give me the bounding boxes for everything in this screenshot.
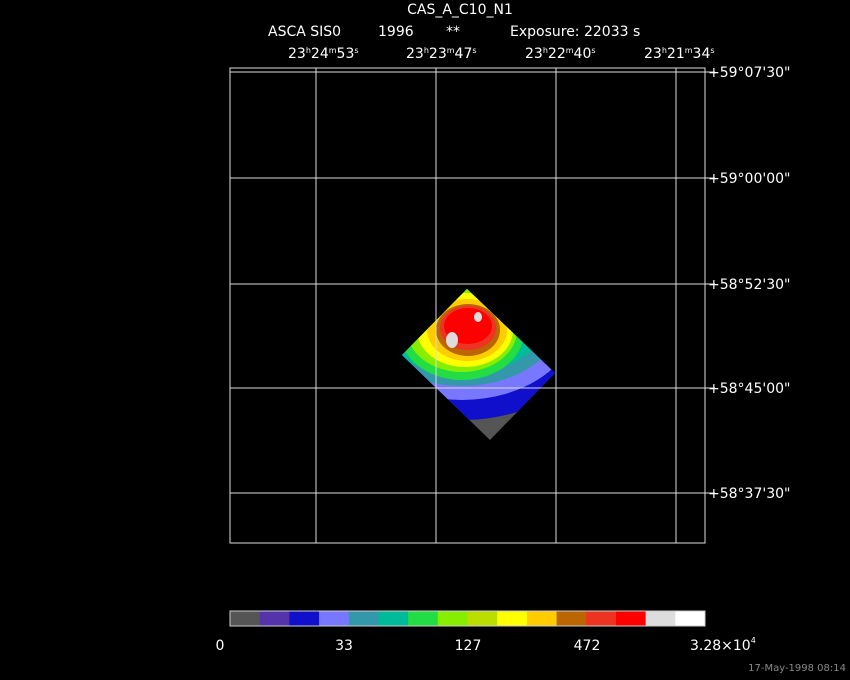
colorbar: [230, 611, 706, 626]
dec-label: +58°45'00": [708, 381, 790, 397]
timestamp: 17-May-1998 08:14: [748, 663, 846, 674]
colorbar-swatch: [437, 611, 468, 626]
ra-labels: 23h24m53s 23h23m47s 23h22m40s 23h21m34s: [288, 46, 715, 62]
colorbar-swatch: [289, 611, 320, 626]
colorbar-swatch: [497, 611, 528, 626]
ra-label: 23h24m53s: [288, 46, 359, 62]
colorbar-label: 127: [455, 638, 482, 654]
ra-label: 23h23m47s: [406, 46, 477, 62]
colorbar-swatch: [348, 611, 379, 626]
exposure: Exposure: 22033 s: [510, 24, 640, 40]
colorbar-swatch: [467, 611, 498, 626]
colorbar-swatch: [408, 611, 439, 626]
colorbar-label: 3.28×104: [690, 636, 756, 654]
colorbar-swatch: [586, 611, 617, 626]
dec-label: +58°52'30": [708, 277, 790, 293]
colorbar-frame: [229, 610, 706, 627]
flag: **: [446, 24, 460, 40]
colorbar-swatch: [230, 611, 261, 626]
ra-label: 23h21m34s: [644, 46, 715, 62]
ra-label: 23h22m40s: [525, 46, 596, 62]
dec-labels: +59°07'30" +59°00'00" +58°52'30" +58°45'…: [708, 65, 790, 502]
title: CAS_A_C10_N1: [407, 2, 513, 18]
colorbar-swatch: [319, 611, 350, 626]
dec-label: +59°07'30": [708, 65, 790, 81]
coordinate-grid: [229, 67, 715, 544]
dec-label: +59°00'00": [708, 171, 790, 187]
colorbar-swatch: [378, 611, 409, 626]
colorbar-swatch: [645, 611, 676, 626]
colorbar-swatch: [526, 611, 558, 626]
colorbar-swatch: [556, 611, 587, 626]
colorbar-swatch: [615, 611, 647, 626]
instrument: ASCA SIS0: [268, 24, 341, 40]
dec-label: +58°37'30": [708, 486, 790, 502]
colorbar-swatch: [259, 611, 290, 626]
colorbar-label: 0: [216, 638, 225, 654]
year: 1996: [378, 24, 414, 40]
colorbar-label: 33: [335, 638, 353, 654]
colorbar-label: 472: [574, 638, 601, 654]
source-image: [402, 289, 555, 440]
colorbar-swatch: [675, 611, 706, 626]
